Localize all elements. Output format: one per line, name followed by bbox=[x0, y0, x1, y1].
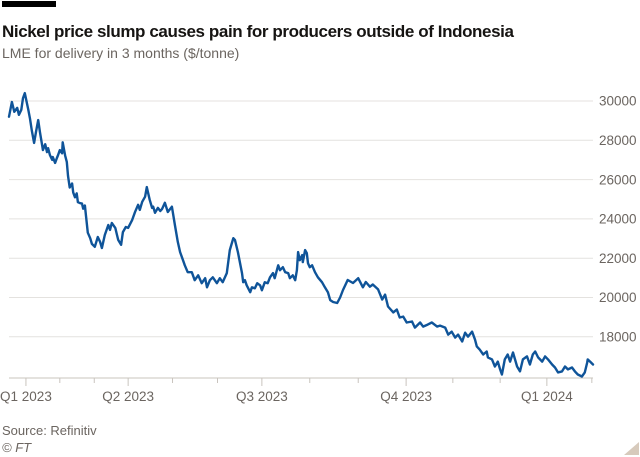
x-tick-label: Q1 2023 bbox=[0, 389, 52, 404]
y-tick-label: 28000 bbox=[599, 133, 637, 148]
chart-title: Nickel price slump causes pain for produ… bbox=[2, 22, 514, 42]
y-tick-label: 26000 bbox=[599, 172, 637, 187]
chart-subtitle: LME for delivery in 3 months ($/tonne) bbox=[2, 45, 240, 61]
x-tick-label: Q3 2023 bbox=[236, 389, 288, 404]
ft-copyright: © FT bbox=[2, 440, 32, 455]
ft-top-rule bbox=[2, 1, 56, 7]
resize-handle-icon[interactable] bbox=[624, 442, 639, 455]
y-tick-label: 22000 bbox=[599, 251, 637, 266]
y-tick-label: 30000 bbox=[599, 94, 637, 109]
source-attribution: Source: Refinitiv bbox=[2, 423, 97, 438]
x-tick-label: Q2 2023 bbox=[102, 389, 154, 404]
y-tick-label: 24000 bbox=[599, 212, 637, 227]
x-tick-label: Q4 2023 bbox=[380, 389, 432, 404]
y-tick-label: 18000 bbox=[599, 330, 637, 345]
price-line bbox=[7, 91, 595, 378]
x-tick-label: Q1 2024 bbox=[521, 389, 573, 404]
y-tick-label: 20000 bbox=[599, 290, 637, 305]
